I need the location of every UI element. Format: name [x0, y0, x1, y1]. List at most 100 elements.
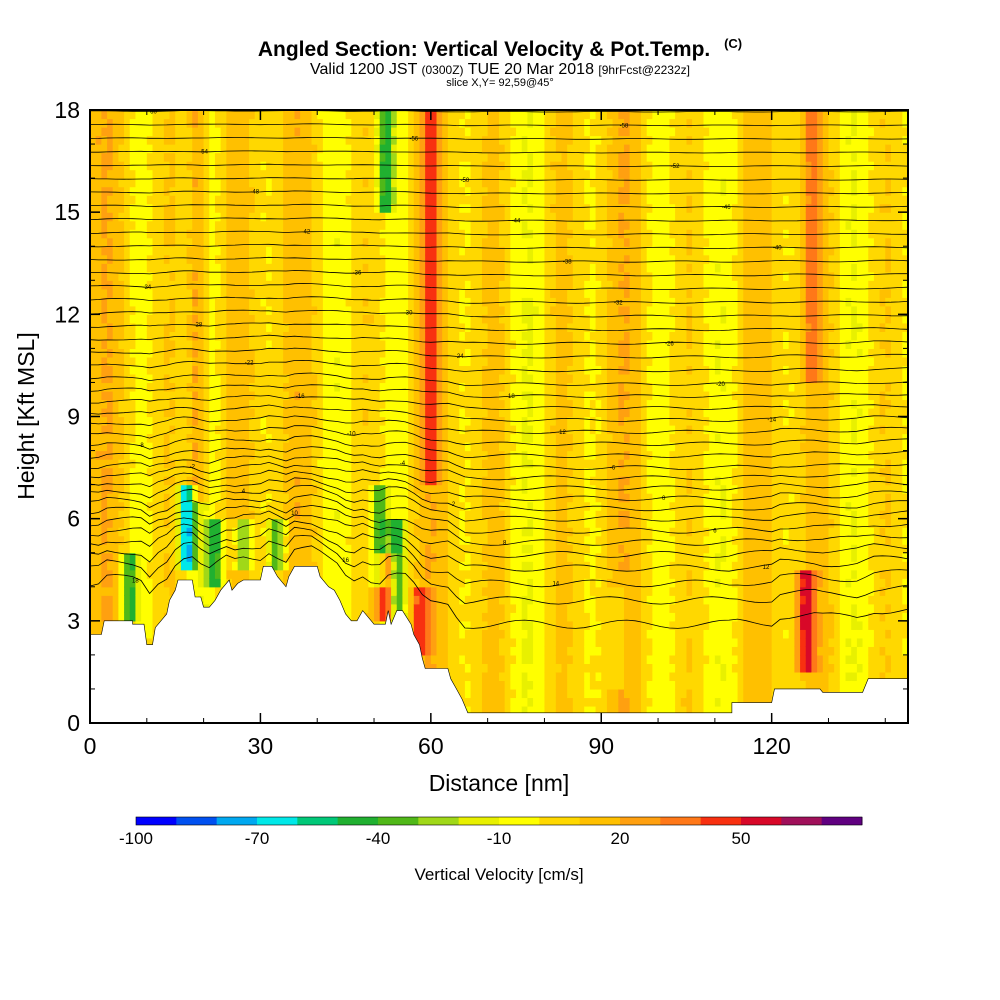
field-cell	[277, 212, 284, 222]
field-cell	[425, 646, 432, 656]
field-cell	[436, 637, 443, 647]
field-cell	[277, 561, 284, 571]
field-cell	[374, 212, 381, 222]
field-cell	[300, 493, 307, 503]
field-cell	[135, 586, 142, 596]
field-cell	[124, 467, 131, 477]
field-cell	[243, 110, 250, 120]
field-cell	[470, 620, 477, 630]
field-cell	[374, 561, 381, 571]
field-cell	[385, 280, 392, 290]
field-cell	[95, 348, 102, 358]
field-cell	[95, 237, 102, 247]
field-cell	[470, 484, 477, 494]
field-cell	[226, 459, 233, 469]
field-cell	[283, 356, 290, 367]
field-cell	[379, 467, 386, 477]
field-cell	[317, 518, 324, 528]
field-cell	[425, 467, 432, 477]
field-cell	[101, 152, 108, 162]
field-cell	[442, 433, 449, 443]
field-cell	[158, 586, 165, 596]
field-cell	[368, 399, 375, 409]
field-cell	[328, 322, 335, 332]
field-cell	[141, 127, 148, 137]
field-cell	[118, 118, 125, 128]
field-cell	[436, 442, 443, 452]
field-cell	[362, 161, 369, 171]
field-cell	[226, 416, 233, 426]
field-cell	[243, 229, 250, 239]
field-cell	[334, 501, 341, 511]
field-cell	[214, 186, 222, 196]
field-cell	[237, 110, 244, 120]
field-cell	[374, 254, 381, 264]
field-cell	[118, 127, 125, 137]
field-cell	[220, 356, 227, 367]
field-cell	[232, 144, 239, 154]
field-cell	[391, 544, 398, 554]
field-cell	[163, 425, 171, 435]
field-cell	[214, 442, 222, 452]
field-cell	[192, 110, 199, 120]
field-cell	[266, 169, 273, 179]
field-cell	[146, 271, 154, 281]
field-cell	[294, 339, 301, 349]
field-cell	[90, 493, 97, 503]
field-cell	[459, 110, 466, 120]
field-cell	[362, 390, 369, 401]
field-cell	[425, 237, 432, 247]
field-cell	[470, 501, 477, 511]
field-cell	[169, 237, 176, 247]
field-cell	[385, 603, 392, 613]
field-cell	[436, 569, 443, 579]
field-cell	[396, 373, 404, 384]
field-cell	[436, 356, 443, 367]
field-cell	[351, 280, 358, 290]
field-cell	[447, 561, 455, 571]
field-cell	[408, 459, 415, 469]
field-cell	[152, 127, 159, 137]
field-cell	[203, 195, 210, 205]
field-cell	[311, 518, 318, 528]
field-cell	[101, 552, 108, 562]
field-cell	[152, 501, 159, 511]
field-cell	[419, 373, 426, 384]
field-cell	[385, 382, 392, 392]
field-cell	[447, 578, 455, 588]
field-cell	[322, 220, 330, 230]
field-cell	[379, 152, 386, 162]
field-cell	[271, 493, 279, 503]
field-cell	[209, 442, 216, 452]
field-cell	[112, 152, 119, 162]
field-cell	[374, 407, 381, 418]
field-cell	[442, 544, 449, 554]
field-cell	[203, 331, 210, 341]
field-cell	[141, 544, 148, 554]
field-cell	[413, 603, 421, 613]
field-cell	[95, 382, 102, 392]
field-cell	[112, 561, 119, 571]
field-cell	[470, 229, 477, 239]
field-cell	[442, 263, 449, 273]
field-cell	[459, 442, 466, 452]
field-cell	[277, 425, 284, 435]
field-cell	[447, 416, 455, 426]
field-cell	[436, 305, 443, 315]
field-cell	[288, 297, 296, 307]
field-cell	[112, 127, 119, 137]
field-cell	[232, 186, 239, 196]
field-cell	[107, 365, 114, 375]
field-cell	[379, 271, 386, 281]
field-cell	[232, 442, 239, 452]
field-cell	[339, 569, 347, 579]
field-cell	[391, 220, 398, 230]
field-cell	[328, 365, 335, 375]
field-cell	[374, 127, 381, 137]
field-cell	[374, 518, 381, 528]
field-cell	[317, 271, 324, 281]
field-cell	[379, 459, 386, 469]
field-cell	[277, 314, 284, 324]
field-cell	[90, 110, 97, 120]
field-cell	[464, 612, 472, 622]
